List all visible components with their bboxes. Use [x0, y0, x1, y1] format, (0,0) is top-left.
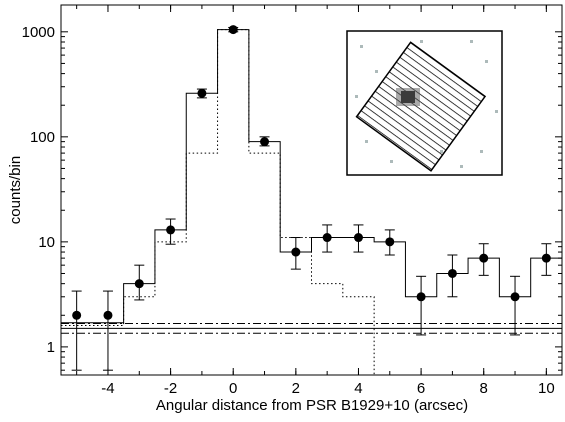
data-point — [541, 253, 551, 263]
y-tick-label: 10 — [38, 234, 55, 251]
x-tick-label: -2 — [164, 380, 177, 397]
data-point — [416, 292, 426, 302]
y-tick-label: 1000 — [22, 24, 55, 41]
data-point — [291, 247, 301, 257]
data-point — [72, 310, 82, 320]
x-tick-label: -4 — [101, 380, 114, 397]
data-point — [197, 88, 207, 98]
x-tick-label: 6 — [417, 380, 425, 397]
y-tick-label: 1 — [47, 339, 55, 356]
x-tick-label: 10 — [538, 380, 555, 397]
x-axis-label: Angular distance from PSR B1929+10 (arcs… — [156, 397, 468, 414]
data-point — [228, 25, 238, 35]
data-point — [103, 310, 113, 320]
x-tick-label: 2 — [292, 380, 300, 397]
data-point — [166, 225, 176, 235]
y-tick-label: 100 — [30, 129, 55, 146]
data-histogram — [61, 29, 562, 324]
inset-image — [346, 30, 503, 176]
x-tick-label: 8 — [480, 380, 488, 397]
data-point — [447, 268, 457, 278]
data-point — [510, 292, 520, 302]
data-point — [385, 237, 395, 247]
data-point — [479, 253, 489, 263]
data-point — [353, 233, 363, 243]
plot-frame — [60, 4, 563, 376]
data-point — [260, 137, 270, 147]
x-tick-label: 4 — [354, 380, 362, 397]
y-axis-label: counts/bin — [7, 156, 24, 224]
data-point — [322, 233, 332, 243]
x-tick-label: 0 — [229, 380, 237, 397]
data-point — [134, 279, 144, 289]
